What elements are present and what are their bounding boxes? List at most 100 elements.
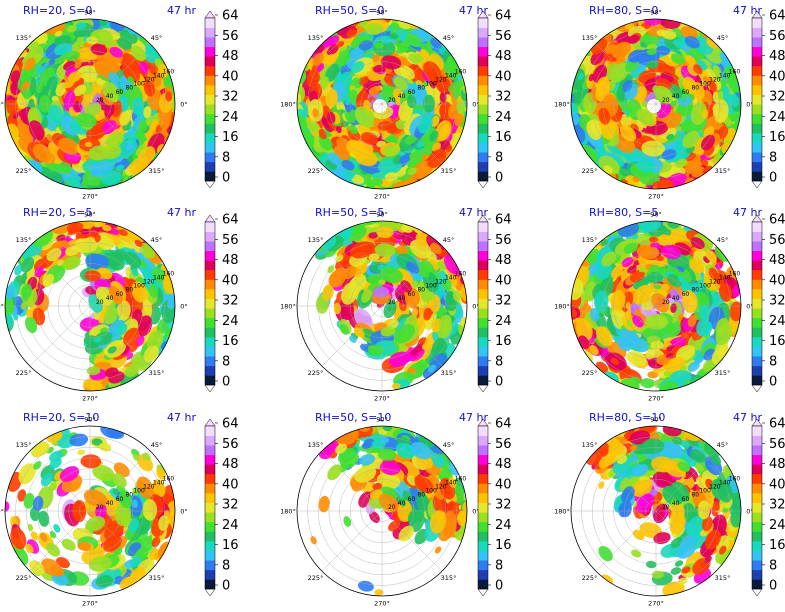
angle-tick-label: 135° bbox=[582, 236, 598, 244]
colorbar-segment bbox=[752, 75, 762, 86]
colorbar-segment bbox=[205, 222, 215, 232]
colorbar-tick-label: 48 bbox=[769, 253, 785, 268]
angle-tick-label: 45° bbox=[443, 236, 455, 244]
angle-tick-label: 315° bbox=[149, 574, 165, 582]
angle-tick-label: 315° bbox=[441, 167, 457, 175]
colorbar-tick-label: 8 bbox=[769, 354, 777, 369]
colorbar-segment bbox=[205, 454, 215, 465]
colorbar-tick-label: 32 bbox=[769, 90, 785, 105]
colorbar-tick-label: 16 bbox=[495, 334, 512, 349]
precip-cell bbox=[48, 58, 56, 66]
colorbar-segment bbox=[205, 56, 215, 67]
colorbar-segment bbox=[752, 308, 762, 319]
angle-tick-label: 270° bbox=[648, 193, 664, 201]
colorbar-tick-label: 24 bbox=[769, 110, 785, 125]
colorbar-tick-label: 32 bbox=[769, 294, 785, 309]
colorbar-segment bbox=[205, 550, 215, 561]
precip-cell bbox=[94, 60, 111, 72]
colorbar-segment bbox=[478, 241, 488, 252]
angle-tick-label: 180° bbox=[554, 303, 570, 311]
colorbar-tick-label: 16 bbox=[769, 130, 785, 145]
polar-grid bbox=[571, 19, 741, 189]
colorbar-segment bbox=[752, 222, 762, 232]
colorbar-tick-label: 48 bbox=[222, 253, 239, 268]
precip-cell bbox=[143, 80, 155, 97]
precip-cell bbox=[117, 37, 132, 50]
colorbar-segment bbox=[478, 231, 488, 242]
precip-cell bbox=[157, 64, 168, 78]
colorbar-segment bbox=[205, 85, 215, 96]
colorbar-tick-label: 48 bbox=[769, 49, 785, 64]
colorbar-tick-label: 64 bbox=[769, 213, 785, 228]
angle-tick-label: 90° bbox=[84, 416, 96, 424]
polar-panel: RH=50, S=10 47 hr90°45°0°315°270°225°180°… bbox=[280, 411, 511, 608]
colorbar-tick-label: 16 bbox=[495, 130, 512, 145]
precip-cell bbox=[149, 64, 158, 75]
colorbar-segment bbox=[478, 317, 488, 328]
precip-cell bbox=[54, 42, 70, 56]
colorbar-segment bbox=[478, 171, 488, 182]
colorbar-segment bbox=[752, 85, 762, 96]
precip-cell bbox=[125, 142, 135, 151]
angle-tick-label: 270° bbox=[374, 193, 390, 201]
polar-panel: RH=50, S=5 47 hr90°45°0°315°270°225°180°1… bbox=[280, 206, 511, 403]
angle-tick-label: 270° bbox=[374, 395, 390, 403]
colorbar-tick-label: 8 bbox=[495, 354, 503, 369]
colorbar-segment bbox=[205, 493, 215, 504]
colorbar-segment bbox=[205, 337, 215, 347]
angle-tick-label: 315° bbox=[149, 369, 165, 377]
colorbar-segment bbox=[478, 65, 488, 76]
colorbar-segment bbox=[752, 46, 762, 57]
colorbar-segment bbox=[205, 133, 215, 143]
colorbar-segment bbox=[752, 65, 762, 76]
precip-cell bbox=[137, 146, 156, 165]
polar-panel: RH=20, S=547 hr90°45°0°315°270°225°180°1… bbox=[0, 206, 239, 403]
radial-tick-label: 60 bbox=[116, 496, 124, 503]
colorbar-segment bbox=[478, 308, 488, 319]
colorbar-segment bbox=[752, 133, 762, 143]
angle-tick-label: 315° bbox=[715, 369, 731, 377]
precip-cell bbox=[64, 90, 76, 106]
colorbar-segment bbox=[752, 152, 762, 163]
angle-tick-label: 90° bbox=[376, 9, 388, 17]
angle-tick-label: 180° bbox=[280, 101, 296, 109]
angle-tick-label: 0° bbox=[180, 508, 187, 516]
colorbar-tick-label: 24 bbox=[495, 110, 512, 125]
colorbar-segment bbox=[478, 260, 488, 271]
precip-cell bbox=[88, 145, 110, 161]
panel-title: RH=20, S=5 bbox=[23, 206, 92, 219]
colorbar-tick-label: 0 bbox=[222, 579, 230, 594]
colorbar-segment bbox=[205, 269, 215, 280]
colorbar-segment bbox=[205, 483, 215, 494]
colorbar-tick-label: 40 bbox=[495, 273, 512, 288]
colorbar-tick-label: 56 bbox=[495, 29, 512, 44]
precip-cell bbox=[67, 71, 82, 83]
colorbar-tick-label: 40 bbox=[495, 69, 512, 84]
colorbar-segment bbox=[205, 75, 215, 86]
precip-cell bbox=[143, 106, 152, 119]
radial-tick-label: 80 bbox=[417, 85, 425, 92]
radial-tick-label: 80 bbox=[691, 85, 699, 92]
colorbar-segment bbox=[205, 142, 215, 153]
radial-tick-label: 140 bbox=[153, 73, 165, 80]
colorbar-tick-label: 56 bbox=[222, 233, 239, 248]
colorbar-segment bbox=[478, 104, 488, 115]
polar-grid bbox=[571, 221, 741, 391]
colorbar-segment bbox=[752, 250, 762, 261]
colorbar-segment bbox=[478, 75, 488, 86]
angle-tick-label: 225° bbox=[16, 167, 32, 175]
colorbar-segment bbox=[478, 269, 488, 280]
colorbar-segment bbox=[205, 560, 215, 571]
colorbar-tick-label: 24 bbox=[222, 110, 239, 125]
angle-tick-label: 90° bbox=[376, 211, 388, 219]
polar-grid bbox=[5, 426, 175, 596]
colorbar-tick-label: 8 bbox=[222, 558, 230, 573]
precip-cell bbox=[66, 25, 77, 33]
colorbar-segment bbox=[205, 260, 215, 271]
colorbar-tick-label: 32 bbox=[495, 90, 512, 105]
colorbar-segment bbox=[205, 279, 215, 290]
radial-tick-label: 40 bbox=[672, 93, 680, 100]
